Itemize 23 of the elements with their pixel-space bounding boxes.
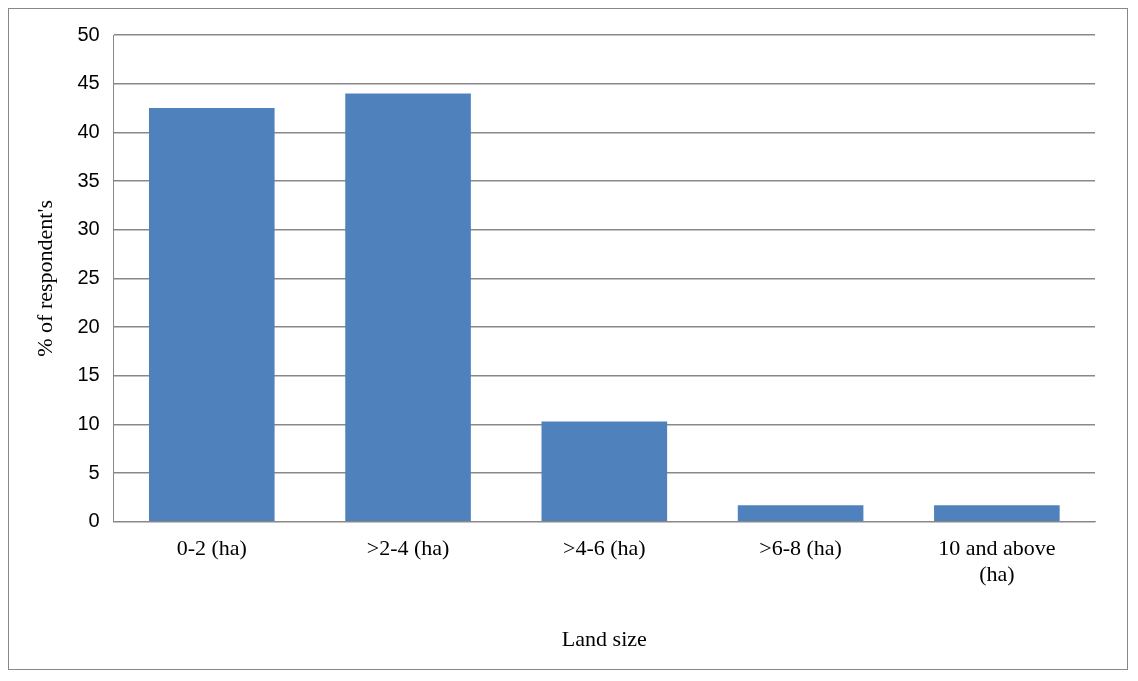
x-axis-title: Land size [561,625,647,651]
bar [737,505,864,522]
x-tick-label: 10 and above (ha) [938,534,1056,587]
y-tick-label: 25 [77,265,100,288]
y-tick-label: 30 [77,217,100,240]
x-tick-label: >4-6 (ha) [562,534,646,560]
x-tick-label: >2-4 (ha) [366,534,450,560]
y-tick-label: 35 [77,168,100,191]
bar [148,108,275,522]
y-tick-label: 15 [77,363,100,386]
bar [345,93,471,522]
y-tick-label: 0 [88,509,100,532]
y-tick-label: 45 [77,71,100,94]
bar [541,421,668,522]
y-axis-title: % of respondent's [31,200,57,357]
x-tick-label: >6-8 (ha) [759,534,842,560]
x-tick-label: 0-2 (ha) [176,534,247,560]
y-tick-label: 50 [77,22,100,45]
y-tick-label: 40 [77,119,100,142]
y-tick-label: 5 [88,460,100,483]
bar [934,505,1060,522]
y-tick-label: 20 [77,314,100,337]
y-tick-label: 10 [77,411,100,434]
